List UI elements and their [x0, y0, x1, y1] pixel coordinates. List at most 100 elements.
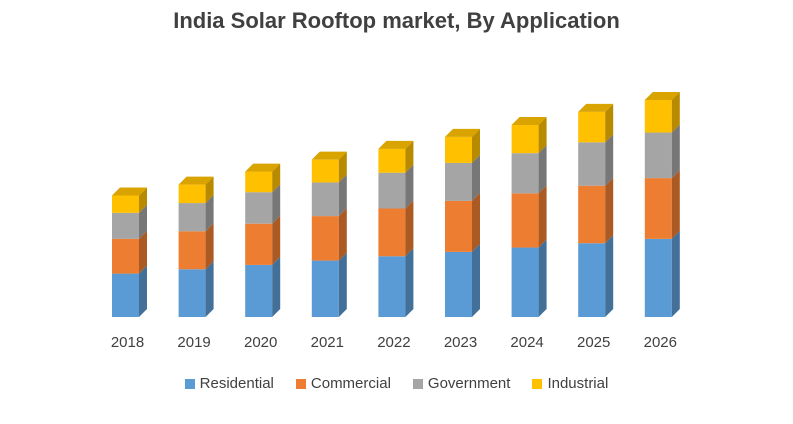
- bar-government-2018: [112, 212, 139, 239]
- x-tick-label-2019: 2019: [177, 334, 210, 351]
- bar-side-commercial-2019: [205, 223, 214, 270]
- bar-top-2018: [112, 187, 147, 196]
- bar-residential-2024: [511, 247, 539, 317]
- bar-commercial-2022: [378, 208, 406, 257]
- bar-side-commercial-2020: [272, 215, 281, 265]
- bar-side-industrial-2021: [338, 151, 347, 183]
- bar-residential-2025: [578, 243, 606, 317]
- bar-segment-residential-2026: [644, 230, 680, 317]
- bar-government-2024: [511, 153, 539, 194]
- bar-side-residential-2020: [272, 256, 281, 317]
- bar-industrial-2019: [178, 184, 206, 204]
- bar-side-industrial-2019: [205, 176, 214, 204]
- bar-segment-commercial-2021: [311, 208, 347, 261]
- legend-item-commercial: Commercial: [295, 375, 391, 392]
- bar-segment-government-2018: [112, 204, 147, 239]
- bar-commercial-2023: [445, 200, 472, 252]
- bar-commercial-2020: [245, 223, 273, 265]
- legend-label-commercial: Commercial: [310, 375, 391, 392]
- bar-side-residential-2023: [472, 243, 480, 317]
- bar-segment-residential-2018: [112, 265, 147, 317]
- bar-industrial-2018: [112, 195, 139, 213]
- bar-group-2025: [578, 103, 614, 317]
- bar-segment-residential-2020: [245, 256, 281, 317]
- chart-title: India Solar Rooftop market, By Applicati…: [173, 8, 620, 33]
- bar-segment-residential-2022: [378, 248, 414, 317]
- bar-segment-industrial-2022: [378, 140, 414, 173]
- bar-side-government-2018: [139, 204, 147, 239]
- bar-industrial-2021: [311, 159, 339, 183]
- bar-side-industrial-2020: [272, 163, 281, 193]
- legend-item-residential: Residential: [184, 375, 274, 392]
- bar-side-commercial-2026: [671, 170, 680, 239]
- bar-segment-residential-2019: [178, 261, 214, 317]
- legend-item-government: Government: [412, 375, 510, 392]
- bar-residential-2019: [178, 269, 206, 317]
- bar-side-residential-2025: [605, 235, 614, 317]
- bar-segment-commercial-2019: [178, 223, 214, 270]
- bar-segment-industrial-2025: [578, 103, 614, 143]
- bar-industrial-2020: [245, 171, 273, 193]
- bar-industrial-2022: [378, 148, 406, 173]
- bar-residential-2022: [378, 256, 406, 317]
- bar-side-government-2026: [671, 124, 680, 179]
- bar-segment-commercial-2022: [378, 200, 414, 257]
- bar-segment-commercial-2018: [112, 230, 147, 274]
- legend-swatch-commercial: [295, 378, 306, 389]
- legend-swatch-government: [412, 378, 423, 389]
- bar-segment-industrial-2026: [644, 92, 680, 133]
- bar-top-2025: [578, 103, 614, 112]
- bar-segment-residential-2025: [578, 235, 614, 317]
- bar-segment-government-2025: [578, 134, 614, 186]
- bar-side-commercial-2022: [405, 200, 414, 257]
- bar-segment-industrial-2021: [311, 151, 347, 183]
- bar-side-government-2021: [338, 174, 347, 217]
- bar-industrial-2024: [511, 124, 539, 154]
- bar-commercial-2019: [178, 231, 206, 270]
- bar-group-2026: [644, 92, 680, 317]
- bar-segment-commercial-2024: [511, 185, 547, 248]
- bar-segment-government-2020: [245, 184, 281, 224]
- bar-top-2022: [378, 140, 414, 149]
- bar-side-industrial-2022: [405, 140, 414, 173]
- bar-segment-commercial-2020: [245, 215, 281, 265]
- bar-side-residential-2024: [538, 239, 547, 317]
- bar-group-2018: [112, 187, 147, 317]
- legend-label-residential: Residential: [199, 375, 274, 392]
- bar-side-industrial-2023: [472, 128, 480, 163]
- bar-segment-government-2026: [644, 124, 680, 179]
- bar-side-government-2023: [472, 154, 480, 201]
- bar-group-2022: [378, 140, 414, 317]
- bar-commercial-2026: [644, 178, 672, 239]
- bar-side-government-2025: [605, 134, 614, 186]
- bar-residential-2021: [311, 260, 339, 317]
- bar-industrial-2025: [578, 111, 606, 143]
- bar-side-government-2022: [405, 164, 414, 209]
- bar-government-2020: [245, 192, 273, 224]
- x-tick-label-2026: 2026: [644, 334, 677, 351]
- x-tick-label-2024: 2024: [510, 334, 543, 351]
- bar-side-residential-2019: [205, 261, 214, 317]
- bar-residential-2026: [644, 238, 672, 317]
- bar-residential-2018: [112, 273, 139, 317]
- bar-segment-industrial-2023: [445, 128, 480, 163]
- bar-government-2019: [178, 203, 206, 232]
- bar-side-commercial-2023: [472, 192, 480, 252]
- legend-label-industrial: Industrial: [547, 375, 609, 392]
- chart-legend: Residential Commercial Government Industria…: [0, 375, 793, 392]
- bar-commercial-2025: [578, 185, 606, 244]
- bar-side-government-2019: [205, 195, 214, 232]
- bar-segment-industrial-2020: [245, 163, 281, 193]
- x-tick-label-2023: 2023: [444, 334, 477, 351]
- x-tick-label-2018: 2018: [111, 334, 144, 351]
- bar-side-commercial-2025: [605, 177, 614, 244]
- bar-segment-residential-2023: [445, 243, 480, 317]
- bar-side-residential-2021: [338, 252, 347, 317]
- legend-swatch-industrial: [532, 378, 543, 389]
- bar-segment-residential-2024: [511, 239, 547, 317]
- bar-group-2021: [311, 151, 347, 317]
- bar-side-government-2024: [538, 145, 547, 194]
- bar-segment-residential-2021: [311, 252, 347, 317]
- bar-segment-industrial-2024: [511, 116, 547, 154]
